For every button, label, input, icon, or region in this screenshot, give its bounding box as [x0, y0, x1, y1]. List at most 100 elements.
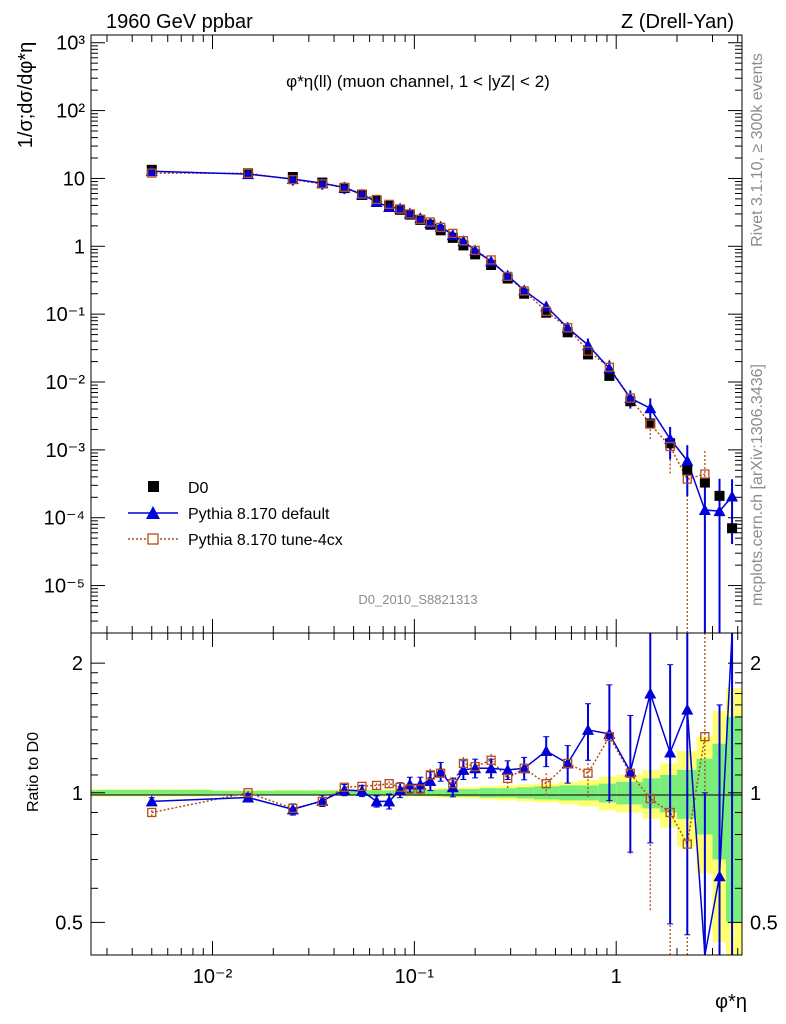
ratio-default-point	[603, 727, 616, 739]
ratio-tune-point	[625, 768, 635, 778]
ratio-y-tick-label-right: 2	[750, 653, 761, 675]
ratio-tune-point	[563, 758, 573, 769]
default-point	[469, 244, 482, 256]
default-point	[424, 217, 437, 229]
default-point	[434, 220, 447, 232]
legend-label-tune: Pythia 8.170 tune-4cx	[188, 532, 343, 549]
ratio-default-point	[434, 765, 447, 777]
ratio-tune-point	[458, 758, 469, 769]
ratio-tune-point	[583, 768, 593, 778]
ratio-tune-point	[486, 755, 496, 765]
data-point	[714, 490, 725, 501]
data-point	[583, 349, 594, 360]
uncertainty-band-inner	[516, 787, 534, 799]
default-point	[726, 490, 739, 502]
default-point	[403, 207, 416, 219]
ratio-tune-point	[339, 782, 350, 792]
ratio-default-point	[394, 783, 407, 795]
default-point	[338, 181, 351, 193]
header-left: 1960 GeV ppbar	[106, 11, 253, 33]
default-point	[370, 195, 383, 207]
uncertainty-band-inner	[437, 789, 444, 797]
ratio-tune-point	[541, 779, 551, 789]
tune-point	[436, 222, 446, 233]
uncertainty-band-inner	[91, 789, 213, 796]
default-point	[501, 269, 514, 281]
uncertainty-band-inner	[726, 716, 742, 923]
default-point	[624, 392, 637, 404]
tune-point	[604, 362, 615, 372]
legend-default-marker	[146, 506, 160, 519]
uncertainty-band-inner	[212, 790, 274, 795]
tune-point	[317, 179, 327, 189]
ratio-default-point	[681, 703, 694, 715]
uncertainty-band-inner	[308, 790, 335, 796]
tune-point	[541, 306, 551, 316]
ratio-tune-point	[448, 779, 458, 789]
tune-point	[243, 168, 253, 178]
ratio-tune-point	[436, 768, 446, 778]
watermark: D0_2010_S8821313	[358, 592, 477, 607]
x-tick-label: 1	[611, 966, 622, 988]
mcplots-label: mcplots.cern.ch [arXiv:1306.3436]	[749, 364, 766, 606]
y-tick-label: 10⁻⁵	[44, 576, 85, 598]
ratio-tune-point	[415, 784, 425, 794]
data-point	[727, 523, 738, 534]
x-axis-label: φ*η	[715, 991, 747, 1013]
default-point	[681, 454, 694, 466]
ratio-tune-point	[371, 780, 382, 791]
default-point	[713, 505, 726, 517]
data-point	[682, 465, 693, 476]
ratio-default-point	[403, 778, 416, 790]
y-tick-label: 10⁻⁴	[44, 508, 85, 530]
uncertainty-band-inner	[369, 790, 384, 796]
tune-point	[503, 271, 513, 282]
ratio-tune-point	[700, 732, 710, 742]
ratio-tune-point	[317, 796, 327, 807]
ratio-default-point	[582, 723, 595, 735]
default-point	[561, 321, 574, 333]
tune-point	[425, 217, 435, 227]
ratio-default-point	[457, 763, 470, 775]
uncertainty-band-inner	[498, 788, 517, 798]
ratio-default-point	[370, 795, 383, 807]
tune-point	[288, 174, 298, 185]
legend: D0 Pythia 8.170 default Pythia 8.170 tune-…	[128, 480, 343, 549]
data-point	[699, 477, 710, 488]
ratio-default-point	[145, 795, 158, 807]
ratio-tune-point	[682, 839, 692, 849]
ratio-plot-panel: 0.5 0.5 1 1 2 2 10⁻² 10⁻¹ 1 Ratio to D0 φ*η	[25, 632, 778, 1013]
uncertainty-band-inner	[660, 774, 677, 813]
default-point	[394, 202, 407, 214]
default-point	[383, 200, 396, 212]
ratio-tune-point	[405, 784, 415, 794]
tune-point	[700, 469, 710, 479]
data-point	[645, 418, 656, 429]
uncertainty-band-inner	[533, 786, 559, 800]
ratio-default-point	[644, 687, 657, 699]
ratio-default-point	[424, 775, 437, 787]
main-plot-title: φ*η(ll) (muon channel, 1 < |yZ| < 2)	[286, 72, 550, 91]
uncertainty-band-inner	[598, 783, 617, 803]
default-point	[414, 212, 427, 224]
ratio-default-point	[713, 870, 726, 882]
header-right: Z (Drell-Yan)	[621, 11, 734, 33]
default-point	[316, 177, 329, 189]
tune-point	[339, 182, 350, 192]
ratio-y-tick-label: 1	[72, 783, 83, 805]
ratio-tune-point	[470, 761, 480, 772]
y-tick-label: 10	[63, 168, 85, 190]
uncertainty-band-inner	[426, 789, 438, 796]
ratio-default-point	[485, 762, 498, 774]
ratio-default-point	[338, 783, 351, 795]
ratio-tune-point	[395, 782, 405, 792]
uncertainty-band-inner	[460, 789, 471, 797]
default-point	[644, 402, 657, 414]
ratio-tune-point	[604, 732, 615, 742]
uncertainty-band-inner	[383, 790, 395, 796]
default-point	[664, 432, 677, 444]
ratio-tune-line	[151, 735, 706, 847]
default-point	[698, 503, 711, 515]
ratio-plot-frame	[90, 632, 743, 956]
